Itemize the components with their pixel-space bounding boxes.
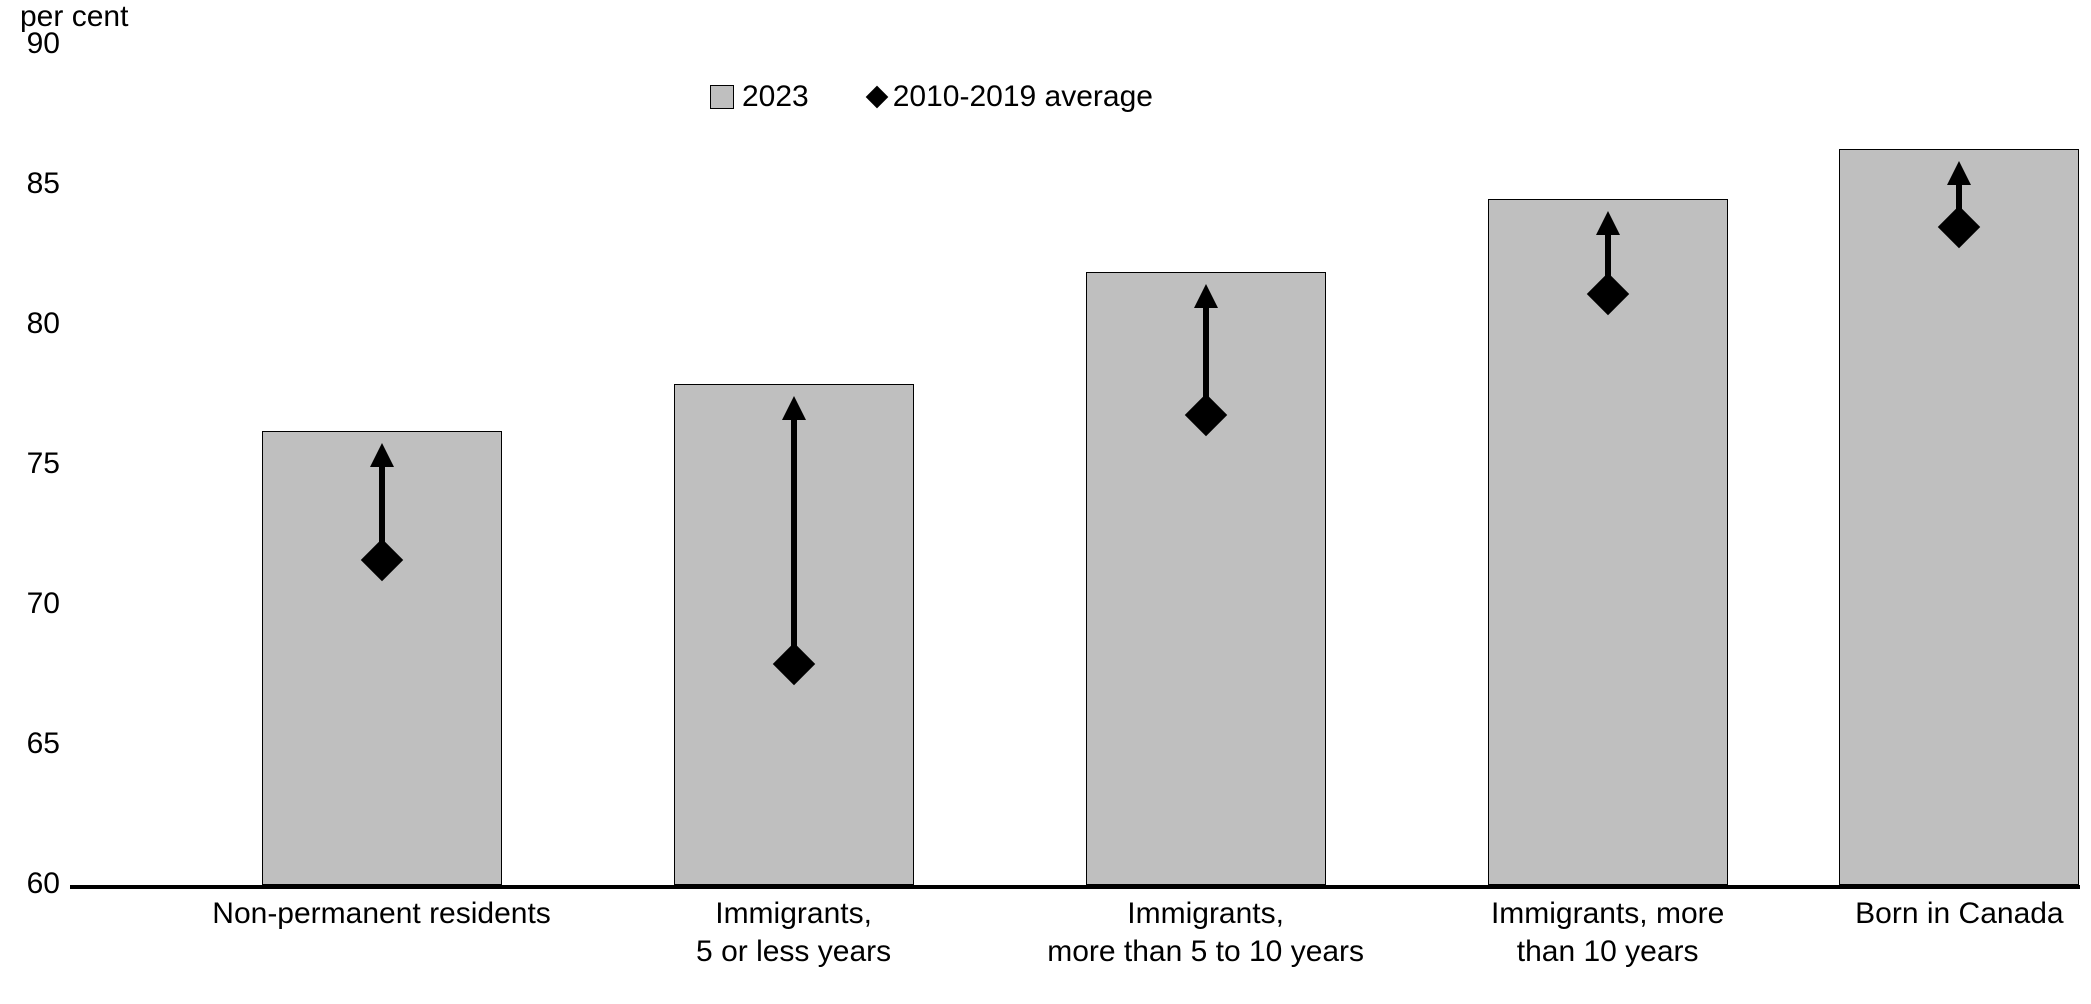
x-tick-label: Born in Canada	[1739, 895, 2091, 933]
y-tick-label: 60	[12, 867, 60, 901]
y-tick-label: 65	[12, 727, 60, 761]
arrow-line	[791, 420, 797, 664]
y-tick-label: 90	[12, 27, 60, 61]
y-tick-label: 75	[12, 447, 60, 481]
arrow-line	[379, 467, 385, 560]
arrow-head-icon	[782, 396, 806, 420]
employment-rate-chart: per cent 2023 2010-2019 average 60657075…	[0, 0, 2091, 1004]
y-tick-label: 85	[12, 167, 60, 201]
arrow-head-icon	[1947, 161, 1971, 185]
x-tick-label: Non-permanent residents	[162, 895, 602, 933]
arrow-head-icon	[1596, 211, 1620, 235]
plot-area	[70, 45, 2080, 889]
arrow-head-icon	[1194, 284, 1218, 308]
x-tick-label: Immigrants, more than 5 to 10 years	[986, 895, 1426, 970]
arrow-head-icon	[370, 443, 394, 467]
y-tick-label: 80	[12, 307, 60, 341]
x-tick-label: Immigrants, 5 or less years	[574, 895, 1014, 970]
arrow-line	[1203, 308, 1209, 415]
arrow-line	[1605, 235, 1611, 294]
arrow-line	[1956, 185, 1962, 227]
y-tick-label: 70	[12, 587, 60, 621]
bar	[1839, 149, 2079, 885]
